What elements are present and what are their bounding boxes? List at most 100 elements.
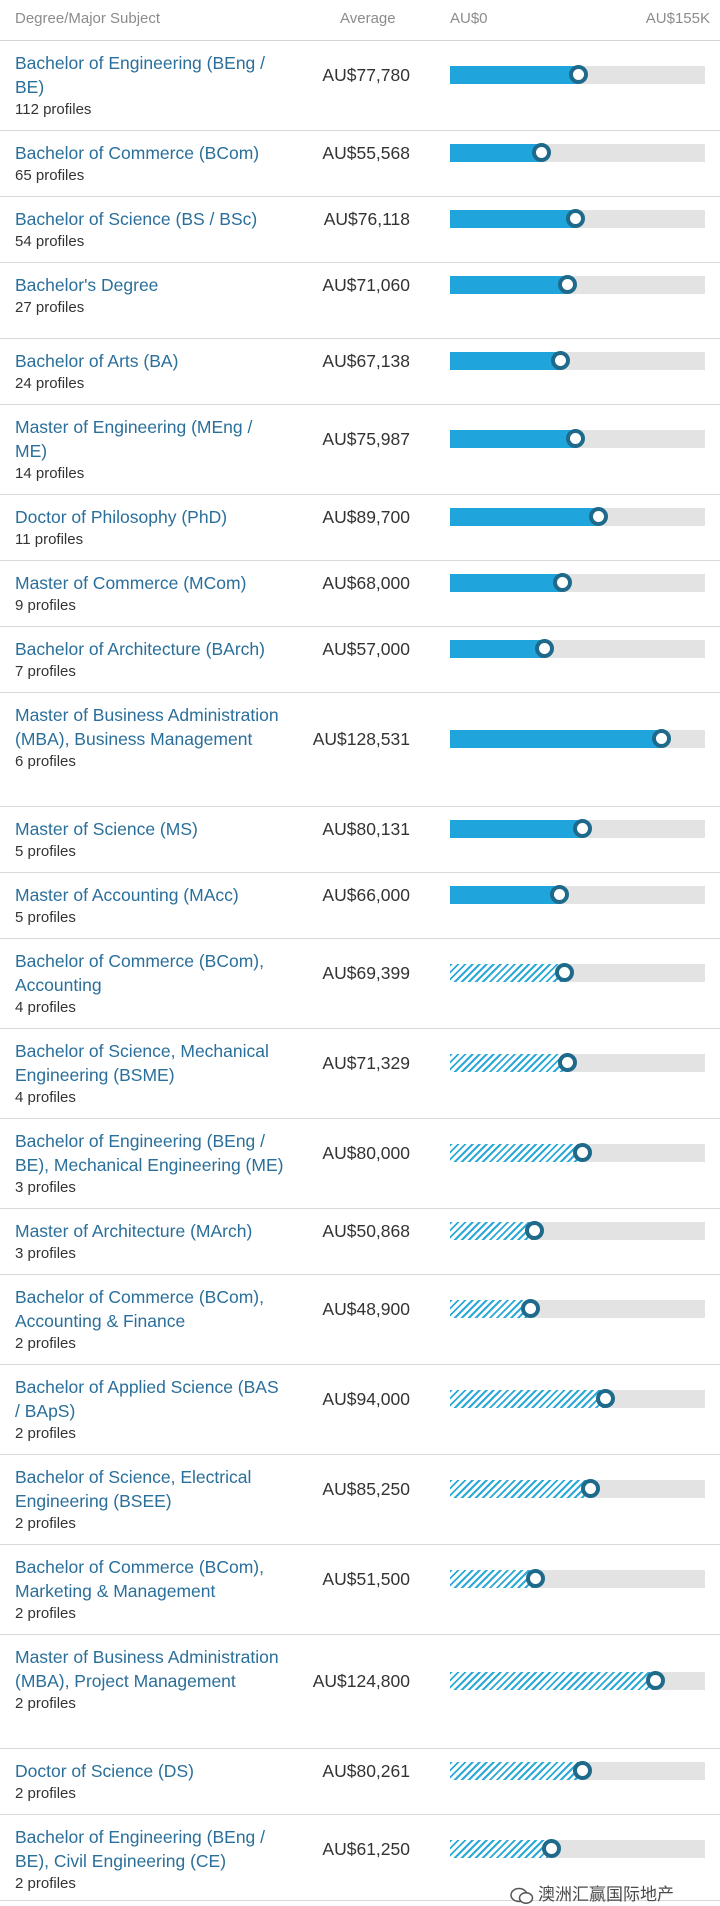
degree-link[interactable]: Doctor of Philosophy (PhD) xyxy=(15,507,228,527)
salary-bar-track xyxy=(450,573,705,592)
salary-marker[interactable] xyxy=(596,1389,615,1408)
salary-marker[interactable] xyxy=(551,351,570,370)
degree-cell: Master of Architecture (MArch) 3 profiles xyxy=(15,1219,285,1265)
table-row: Bachelor of Commerce (BCom), Marketing &… xyxy=(0,1545,720,1635)
salary-marker[interactable] xyxy=(573,1143,592,1162)
salary-marker[interactable] xyxy=(566,429,585,448)
salary-bar xyxy=(450,640,544,658)
degree-link[interactable]: Bachelor of Commerce (BCom), Accounting … xyxy=(15,1287,264,1331)
salary-marker[interactable] xyxy=(573,1761,592,1780)
salary-marker[interactable] xyxy=(525,1221,544,1240)
degree-link[interactable]: Bachelor of Commerce (BCom), Accounting xyxy=(15,951,264,995)
degree-link[interactable]: Master of Commerce (MCom) xyxy=(15,573,247,593)
salary-bar xyxy=(450,1570,535,1588)
degree-cell: Bachelor of Applied Science (BAS / BApS)… xyxy=(15,1375,285,1445)
degree-link[interactable]: Bachelor of Science, Electrical Engineer… xyxy=(15,1467,252,1511)
salary-bar xyxy=(450,820,582,838)
profile-count: 2 profiles xyxy=(15,1875,76,1892)
header-subject[interactable]: Degree/Major Subject xyxy=(15,10,161,27)
degree-link[interactable]: Bachelor of Arts (BA) xyxy=(15,351,179,371)
salary-marker[interactable] xyxy=(526,1569,545,1588)
profile-count: 14 profiles xyxy=(15,465,85,482)
degree-link[interactable]: Master of Architecture (MArch) xyxy=(15,1221,253,1241)
average-salary: AU$76,118 xyxy=(323,209,410,229)
salary-bar xyxy=(450,1672,655,1690)
salary-marker[interactable] xyxy=(550,885,569,904)
degree-link[interactable]: Bachelor of Commerce (BCom) xyxy=(15,143,260,163)
table-row: Bachelor of Engineering (BEng / BE), Civ… xyxy=(0,1815,720,1901)
average-salary: AU$128,531 xyxy=(312,729,410,749)
degree-link[interactable]: Master of Business Administration (MBA),… xyxy=(15,705,279,749)
salary-bar-track xyxy=(450,65,705,84)
salary-bar-track xyxy=(450,1389,705,1408)
salary-marker[interactable] xyxy=(569,65,588,84)
degree-cell: Bachelor of Commerce (BCom), Accounting 4… xyxy=(15,949,285,1019)
profile-count: 4 profiles xyxy=(15,1089,76,1106)
salary-bar xyxy=(450,1840,551,1858)
degree-link[interactable]: Bachelor's Degree xyxy=(15,275,159,295)
salary-bar xyxy=(450,508,598,526)
table-row: Bachelor of Architecture (BArch) 7 profil… xyxy=(0,627,720,693)
degree-cell: Bachelor of Commerce (BCom) 65 profiles xyxy=(15,141,285,187)
salary-bar xyxy=(450,1390,605,1408)
degree-cell: Bachelor of Commerce (BCom), Accounting … xyxy=(15,1285,285,1355)
profile-count: 2 profiles xyxy=(15,1695,76,1712)
degree-cell: Bachelor of Science (BS / BSc) 54 profile… xyxy=(15,207,285,253)
wechat-icon xyxy=(510,1887,534,1904)
salary-bar xyxy=(450,210,575,228)
average-salary: AU$57,000 xyxy=(322,639,410,659)
degree-link[interactable]: Bachelor of Applied Science (BAS / BApS) xyxy=(15,1377,279,1421)
salary-marker[interactable] xyxy=(542,1839,561,1858)
salary-marker[interactable] xyxy=(521,1299,540,1318)
salary-bar-track xyxy=(450,885,705,904)
degree-link[interactable]: Bachelor of Engineering (BEng / BE), Mec… xyxy=(15,1131,284,1175)
degree-link[interactable]: Bachelor of Architecture (BArch) xyxy=(15,639,265,659)
salary-marker[interactable] xyxy=(573,819,592,838)
degree-link[interactable]: Bachelor of Science, Mechanical Engineer… xyxy=(15,1041,269,1085)
average-salary: AU$77,780 xyxy=(322,65,410,85)
profile-count: 5 profiles xyxy=(15,843,76,860)
degree-link[interactable]: Bachelor of Commerce (BCom), Marketing &… xyxy=(15,1557,264,1601)
salary-marker[interactable] xyxy=(581,1479,600,1498)
degree-cell: Master of Business Administration (MBA),… xyxy=(15,703,285,773)
salary-bar-track xyxy=(450,1839,705,1858)
salary-marker[interactable] xyxy=(558,1053,577,1072)
degree-link[interactable]: Master of Accounting (MAcc) xyxy=(15,885,239,905)
salary-bar xyxy=(450,1222,534,1240)
table-row: Doctor of Philosophy (PhD) 11 profiles AU$… xyxy=(0,495,720,561)
degree-link[interactable]: Master of Engineering (MEng / ME) xyxy=(15,417,253,461)
table-row: Bachelor of Engineering (BEng / BE), Mec… xyxy=(0,1119,720,1209)
salary-marker[interactable] xyxy=(646,1671,665,1690)
salary-marker[interactable] xyxy=(535,639,554,658)
salary-marker[interactable] xyxy=(555,963,574,982)
degree-link[interactable]: Bachelor of Science (BS / BSc) xyxy=(15,209,258,229)
salary-bar-track xyxy=(450,729,705,748)
salary-marker[interactable] xyxy=(558,275,577,294)
salary-marker[interactable] xyxy=(589,507,608,526)
profile-count: 3 profiles xyxy=(15,1245,76,1262)
average-salary: AU$67,138 xyxy=(322,351,410,371)
salary-bar-track xyxy=(450,819,705,838)
degree-link[interactable]: Bachelor of Engineering (BEng / BE), Civ… xyxy=(15,1827,266,1871)
table-row: Bachelor of Science, Mechanical Engineer… xyxy=(0,1029,720,1119)
profile-count: 9 profiles xyxy=(15,597,76,614)
profile-count: 5 profiles xyxy=(15,909,76,926)
degree-link[interactable]: Doctor of Science (DS) xyxy=(15,1761,194,1781)
salary-bar-track xyxy=(450,209,705,228)
degree-link[interactable]: Master of Business Administration (MBA),… xyxy=(15,1647,279,1691)
table-row: Master of Commerce (MCom) 9 profiles AU$68… xyxy=(0,561,720,627)
profile-count: 65 profiles xyxy=(15,167,85,184)
salary-bar-track xyxy=(450,1053,705,1072)
salary-marker[interactable] xyxy=(652,729,671,748)
salary-bar-track xyxy=(450,143,705,162)
degree-link[interactable]: Master of Science (MS) xyxy=(15,819,198,839)
degree-cell: Bachelor of Engineering (BEng / BE), Civ… xyxy=(15,1825,285,1895)
salary-marker[interactable] xyxy=(532,143,551,162)
salary-bar-track xyxy=(450,507,705,526)
salary-marker[interactable] xyxy=(553,573,572,592)
header-average[interactable]: Average xyxy=(340,10,396,27)
table-row: Bachelor of Arts (BA) 24 profiles AU$67,13… xyxy=(0,339,720,405)
salary-marker[interactable] xyxy=(566,209,585,228)
degree-link[interactable]: Bachelor of Engineering (BEng / BE) xyxy=(15,53,266,97)
salary-bar-track xyxy=(450,1671,705,1690)
